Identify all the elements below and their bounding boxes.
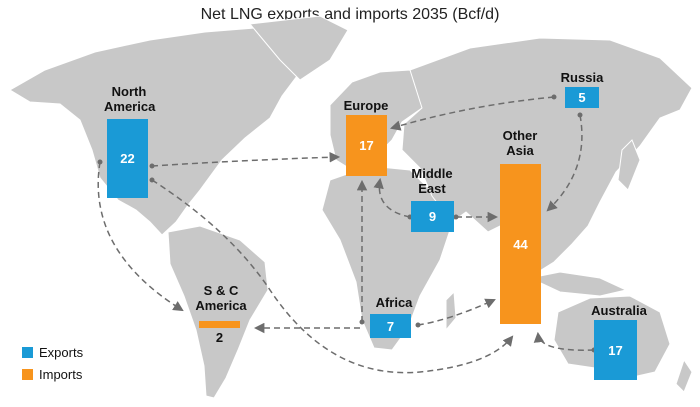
legend-imports: Imports xyxy=(22,367,82,382)
flow-russia-other-asia xyxy=(546,114,583,212)
bar-europe: 17 xyxy=(346,115,387,176)
madagascar-landmass xyxy=(445,290,457,332)
asia-landmass xyxy=(401,37,693,273)
value-australia: 17 xyxy=(608,342,623,358)
greenland-landmass xyxy=(249,15,349,81)
bar-middle-east: 9 xyxy=(411,201,454,232)
flow-russia-europe xyxy=(389,96,555,131)
flow-north-america-europe xyxy=(151,152,341,167)
flow-middle-east-europe xyxy=(373,177,411,218)
label-middle-east: Middle East xyxy=(411,166,453,196)
value-russia: 5 xyxy=(578,90,586,105)
bar-north-america: 22 xyxy=(107,119,148,198)
bar-other-asia: 44 xyxy=(500,164,541,324)
bar-sc-america xyxy=(199,321,240,328)
indonesia-landmass xyxy=(528,271,628,297)
value-north-america: 22 xyxy=(120,151,135,166)
label-other-asia: Other Asia xyxy=(502,128,538,158)
value-other-asia: 44 xyxy=(513,236,528,252)
value-europe: 17 xyxy=(359,138,374,153)
legend-exports-label: Exports xyxy=(39,345,84,360)
flow-north-america-other-asia xyxy=(151,179,514,374)
value-africa: 7 xyxy=(386,318,395,334)
label-north-america: North America xyxy=(104,84,156,114)
flow-australia-other-asia xyxy=(533,331,595,351)
chart-title: Net LNG exports and imports 2035 (Bcf/d) xyxy=(200,6,500,23)
label-africa: Africa xyxy=(375,295,413,310)
flow-africa-other-asia xyxy=(417,298,496,326)
flow-north-america-sc-america xyxy=(97,161,184,312)
north-america-landmass xyxy=(9,27,319,236)
japan-landmass xyxy=(617,139,641,191)
legend-imports-label: Imports xyxy=(39,367,83,382)
legend-imports-swatch xyxy=(22,369,33,380)
value-sc-america: 2 xyxy=(215,330,224,345)
bar-africa: 7 xyxy=(370,314,411,338)
bar-russia: 5 xyxy=(565,87,599,108)
label-sc-america: S & C America xyxy=(195,283,247,313)
label-australia: Australia xyxy=(591,303,647,318)
legend-exports-swatch xyxy=(22,347,33,358)
label-europe: Europe xyxy=(343,98,389,113)
value-middle-east: 9 xyxy=(428,209,437,224)
south-america-landmass xyxy=(167,225,269,399)
bar-australia: 17 xyxy=(594,320,637,380)
new-zealand-landmass xyxy=(675,358,693,393)
label-russia: Russia xyxy=(560,70,604,85)
legend-exports: Exports xyxy=(22,345,83,360)
